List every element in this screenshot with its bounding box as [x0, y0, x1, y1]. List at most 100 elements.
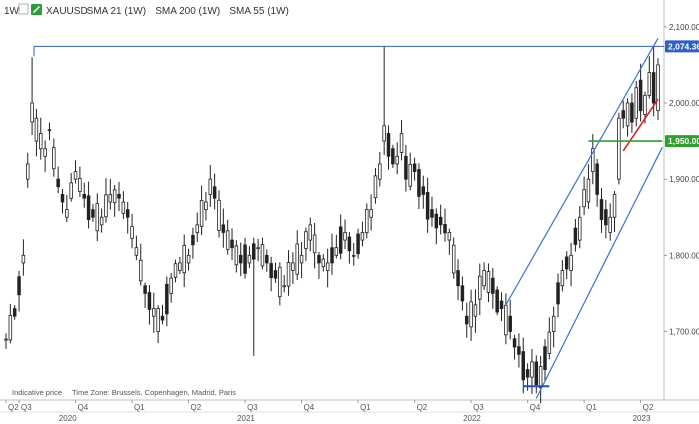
candle[interactable] — [12, 305, 17, 320]
candle[interactable] — [469, 289, 473, 341]
candle[interactable] — [273, 262, 278, 283]
candle[interactable] — [617, 112, 621, 185]
candle[interactable] — [556, 273, 560, 318]
candle[interactable] — [338, 214, 343, 260]
timeframe-selector-icon[interactable] — [18, 3, 29, 15]
indicator-sma21-label[interactable]: SMA 21 (1W) — [87, 6, 146, 17]
candle[interactable] — [308, 217, 313, 252]
candle[interactable] — [173, 259, 178, 283]
candle[interactable] — [17, 270, 21, 312]
candle[interactable] — [265, 249, 269, 272]
candle[interactable] — [299, 241, 304, 279]
candle[interactable] — [378, 151, 382, 187]
candle[interactable] — [95, 193, 100, 241]
candle[interactable] — [321, 254, 326, 272]
candle[interactable] — [225, 219, 230, 255]
candle[interactable] — [434, 208, 439, 245]
candle[interactable] — [443, 208, 447, 242]
candle[interactable] — [621, 100, 625, 129]
candle[interactable] — [160, 304, 165, 325]
candle[interactable] — [586, 164, 591, 209]
candle[interactable] — [551, 306, 556, 348]
candle[interactable] — [395, 142, 399, 175]
candle[interactable] — [382, 46, 386, 156]
candle[interactable] — [195, 212, 200, 243]
candle[interactable] — [595, 158, 599, 207]
candle[interactable] — [8, 303, 13, 344]
candle[interactable] — [612, 191, 617, 233]
candle[interactable] — [243, 237, 247, 279]
candle[interactable] — [278, 262, 282, 306]
candle[interactable] — [147, 284, 152, 325]
candle[interactable] — [104, 178, 108, 223]
candle[interactable] — [538, 355, 543, 404]
candle[interactable] — [430, 196, 434, 227]
candle[interactable] — [351, 242, 356, 266]
candle[interactable] — [386, 125, 391, 170]
candle[interactable] — [221, 208, 226, 248]
candle[interactable] — [282, 275, 286, 293]
candle[interactable] — [304, 227, 308, 261]
red-trendline[interactable] — [622, 98, 659, 152]
candle[interactable] — [564, 251, 569, 280]
candle[interactable] — [547, 317, 552, 360]
candle[interactable] — [499, 292, 504, 321]
candle[interactable] — [230, 228, 234, 260]
candle[interactable] — [638, 63, 643, 122]
candle[interactable] — [291, 252, 295, 284]
candle[interactable] — [408, 152, 412, 191]
candle[interactable] — [43, 140, 47, 173]
candle[interactable] — [447, 228, 452, 255]
candle[interactable] — [491, 268, 495, 309]
candle[interactable] — [560, 260, 565, 292]
candle[interactable] — [91, 203, 95, 222]
candle[interactable] — [121, 191, 126, 219]
candle[interactable] — [343, 219, 347, 250]
candle[interactable] — [399, 120, 404, 161]
candle[interactable] — [134, 235, 139, 261]
candle[interactable] — [438, 204, 443, 235]
channel-lower-line[interactable] — [535, 146, 663, 399]
candle[interactable] — [204, 191, 208, 221]
candle[interactable] — [52, 138, 56, 177]
candle[interactable] — [417, 163, 421, 210]
candle[interactable] — [451, 237, 456, 279]
candle[interactable] — [504, 293, 508, 345]
candle[interactable] — [138, 243, 143, 286]
candle[interactable] — [247, 246, 252, 268]
candle[interactable] — [39, 117, 43, 160]
candle[interactable] — [99, 208, 104, 233]
candle[interactable] — [599, 188, 604, 233]
candle[interactable] — [421, 175, 426, 209]
candle[interactable] — [34, 108, 39, 157]
candle[interactable] — [156, 305, 160, 344]
candle[interactable] — [482, 262, 486, 291]
candle[interactable] — [47, 122, 52, 141]
candle[interactable] — [286, 250, 291, 296]
candle[interactable] — [69, 173, 73, 202]
candle[interactable] — [634, 80, 639, 127]
candle[interactable] — [569, 242, 573, 287]
candle[interactable] — [4, 333, 8, 349]
candle[interactable] — [117, 181, 121, 212]
candle[interactable] — [365, 203, 369, 239]
candle[interactable] — [208, 165, 213, 207]
symbol-label[interactable]: XAUUSD — [46, 6, 88, 17]
candle[interactable] — [108, 178, 113, 210]
candle[interactable] — [130, 213, 134, 249]
candle[interactable] — [21, 239, 26, 276]
candle[interactable] — [178, 256, 182, 275]
candle[interactable] — [460, 276, 465, 311]
candle[interactable] — [360, 221, 365, 247]
candle[interactable] — [486, 263, 491, 302]
candle[interactable] — [260, 237, 265, 270]
candle[interactable] — [82, 182, 86, 208]
candle[interactable] — [112, 184, 117, 217]
candle[interactable] — [56, 166, 60, 194]
channel-upper-line[interactable] — [505, 37, 659, 306]
candle[interactable] — [625, 98, 630, 137]
candle[interactable] — [143, 282, 147, 308]
candle[interactable] — [521, 337, 526, 394]
candle[interactable] — [78, 166, 82, 197]
